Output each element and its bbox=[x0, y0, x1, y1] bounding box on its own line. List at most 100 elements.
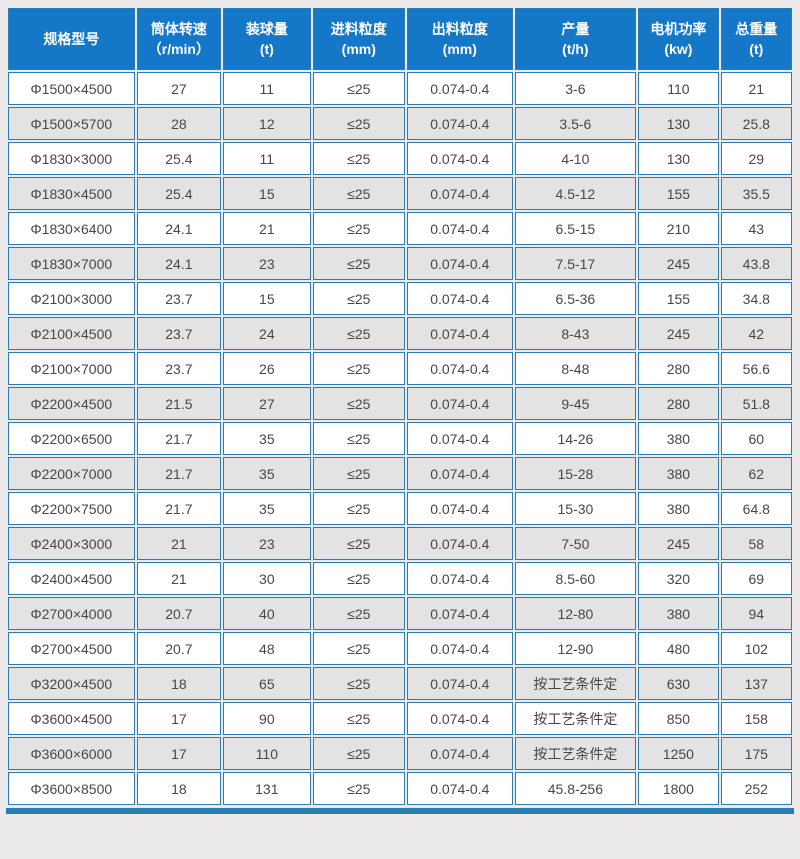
table-row: Φ1830×4500 25.4 15 ≤25 0.074-0.4 4.5-12 155 35.… bbox=[8, 177, 792, 210]
table-cell: ≤25 bbox=[312, 772, 406, 805]
table-cell: 630 bbox=[638, 667, 719, 700]
col-header-unit: (kw) bbox=[664, 41, 693, 57]
table-cell: ≤25 bbox=[312, 457, 406, 490]
table-cell: 21.7 bbox=[136, 422, 222, 455]
table-cell: 21.7 bbox=[136, 457, 222, 490]
table-cell: 25.8 bbox=[720, 107, 792, 140]
table-row: Φ1830×3000 25.4 11 ≤25 0.074-0.4 4-10 130 29 bbox=[8, 142, 792, 175]
table-cell: 21.7 bbox=[136, 492, 222, 525]
table-cell: 23 bbox=[223, 247, 311, 280]
col-header-total-weight: 总重量 (t) bbox=[720, 8, 792, 70]
table-cell: ≤25 bbox=[312, 107, 406, 140]
table-cell: 27 bbox=[136, 72, 222, 105]
table-cell: 43.8 bbox=[720, 247, 792, 280]
table-cell: ≤25 bbox=[312, 142, 406, 175]
table-cell: 60 bbox=[720, 422, 792, 455]
table-cell: 20.7 bbox=[136, 597, 222, 630]
table-cell: 按工艺条件定 bbox=[514, 702, 637, 735]
table-cell: 35 bbox=[223, 422, 311, 455]
table-cell: 17 bbox=[136, 702, 222, 735]
table-cell: 158 bbox=[720, 702, 792, 735]
col-header-discharge-size: 出料粒度 (mm) bbox=[407, 8, 513, 70]
table-cell: 23.7 bbox=[136, 282, 222, 315]
table-cell: Φ1500×5700 bbox=[8, 107, 135, 140]
table-cell: 0.074-0.4 bbox=[407, 562, 513, 595]
table-cell: 0.074-0.4 bbox=[407, 702, 513, 735]
table-cell: 4-10 bbox=[514, 142, 637, 175]
table-cell: 65 bbox=[223, 667, 311, 700]
table-cell: 12 bbox=[223, 107, 311, 140]
table-cell: 110 bbox=[223, 737, 311, 770]
table-cell: 0.074-0.4 bbox=[407, 72, 513, 105]
table-row: Φ2200×6500 21.7 35 ≤25 0.074-0.4 14-26 380 60 bbox=[8, 422, 792, 455]
table-cell: 380 bbox=[638, 457, 719, 490]
col-header-feed-size: 进料粒度 (mm) bbox=[312, 8, 406, 70]
table-cell: ≤25 bbox=[312, 527, 406, 560]
table-cell: 245 bbox=[638, 527, 719, 560]
table-cell: 1250 bbox=[638, 737, 719, 770]
table-cell: ≤25 bbox=[312, 72, 406, 105]
table-cell: 15 bbox=[223, 282, 311, 315]
table-cell: 0.074-0.4 bbox=[407, 107, 513, 140]
table-cell: ≤25 bbox=[312, 387, 406, 420]
table-cell: Φ2700×4000 bbox=[8, 597, 135, 630]
table-bottom-bar bbox=[6, 808, 794, 814]
table-cell: 0.074-0.4 bbox=[407, 597, 513, 630]
table-cell: 850 bbox=[638, 702, 719, 735]
col-header-unit: (t/h) bbox=[562, 41, 589, 57]
table-cell: 27 bbox=[223, 387, 311, 420]
table-cell: Φ1500×4500 bbox=[8, 72, 135, 105]
table-cell: ≤25 bbox=[312, 597, 406, 630]
table-cell: 58 bbox=[720, 527, 792, 560]
table-cell: 26 bbox=[223, 352, 311, 385]
table-row: Φ2200×7000 21.7 35 ≤25 0.074-0.4 15-28 380 62 bbox=[8, 457, 792, 490]
table-cell: 51.8 bbox=[720, 387, 792, 420]
table-cell: 21.5 bbox=[136, 387, 222, 420]
table-cell: 17 bbox=[136, 737, 222, 770]
table-cell: 18 bbox=[136, 772, 222, 805]
table-cell: ≤25 bbox=[312, 702, 406, 735]
table-cell: 0.074-0.4 bbox=[407, 387, 513, 420]
table-cell: 8-48 bbox=[514, 352, 637, 385]
table-cell: 130 bbox=[638, 142, 719, 175]
table-cell: 3-6 bbox=[514, 72, 637, 105]
table-cell: 0.074-0.4 bbox=[407, 212, 513, 245]
table-cell: 7-50 bbox=[514, 527, 637, 560]
col-header-unit: (t) bbox=[749, 41, 764, 57]
table-row: Φ3600×8500 18 131 ≤25 0.074-0.4 45.8-256 1800 2… bbox=[8, 772, 792, 805]
table-cell: Φ2100×3000 bbox=[8, 282, 135, 315]
table-cell: 8.5-60 bbox=[514, 562, 637, 595]
table-cell: 380 bbox=[638, 422, 719, 455]
table-cell: 0.074-0.4 bbox=[407, 247, 513, 280]
table-cell: ≤25 bbox=[312, 212, 406, 245]
table-cell: Φ3200×4500 bbox=[8, 667, 135, 700]
table-cell: 34.8 bbox=[720, 282, 792, 315]
table-cell: Φ2200×6500 bbox=[8, 422, 135, 455]
table-cell: 0.074-0.4 bbox=[407, 632, 513, 665]
table-cell: Φ2200×7500 bbox=[8, 492, 135, 525]
table-row: Φ2100×4500 23.7 24 ≤25 0.074-0.4 8-43 245 42 bbox=[8, 317, 792, 350]
table-cell: Φ2200×7000 bbox=[8, 457, 135, 490]
table-cell: 21 bbox=[136, 527, 222, 560]
table-cell: 29 bbox=[720, 142, 792, 175]
col-header-label: 总重量 bbox=[735, 21, 778, 37]
table-cell: 20.7 bbox=[136, 632, 222, 665]
col-header-ball-load: 装球量 (t) bbox=[223, 8, 311, 70]
table-cell: 0.074-0.4 bbox=[407, 457, 513, 490]
table-row: Φ1500×5700 28 12 ≤25 0.074-0.4 3.5-6 130 25.8 bbox=[8, 107, 792, 140]
table-row: Φ2200×7500 21.7 35 ≤25 0.074-0.4 15-30 380 64.8 bbox=[8, 492, 792, 525]
table-cell: 23 bbox=[223, 527, 311, 560]
table-cell: 12-80 bbox=[514, 597, 637, 630]
table-cell: ≤25 bbox=[312, 352, 406, 385]
table-cell: 45.8-256 bbox=[514, 772, 637, 805]
table-cell: 24 bbox=[223, 317, 311, 350]
header-row: 规格型号 筒体转速 （r/min） 装球量 (t) 进料粒度 (mm) 出料粒度 bbox=[8, 8, 792, 70]
table-cell: 0.074-0.4 bbox=[407, 352, 513, 385]
table-row: Φ3200×4500 18 65 ≤25 0.074-0.4 按工艺条件定 630 137 bbox=[8, 667, 792, 700]
table-cell: Φ3600×6000 bbox=[8, 737, 135, 770]
table-cell: 6.5-36 bbox=[514, 282, 637, 315]
table-cell: 137 bbox=[720, 667, 792, 700]
table-cell: 48 bbox=[223, 632, 311, 665]
table-body: Φ1500×4500 27 11 ≤25 0.074-0.4 3-6 110 21 Φ1500×… bbox=[8, 72, 792, 805]
